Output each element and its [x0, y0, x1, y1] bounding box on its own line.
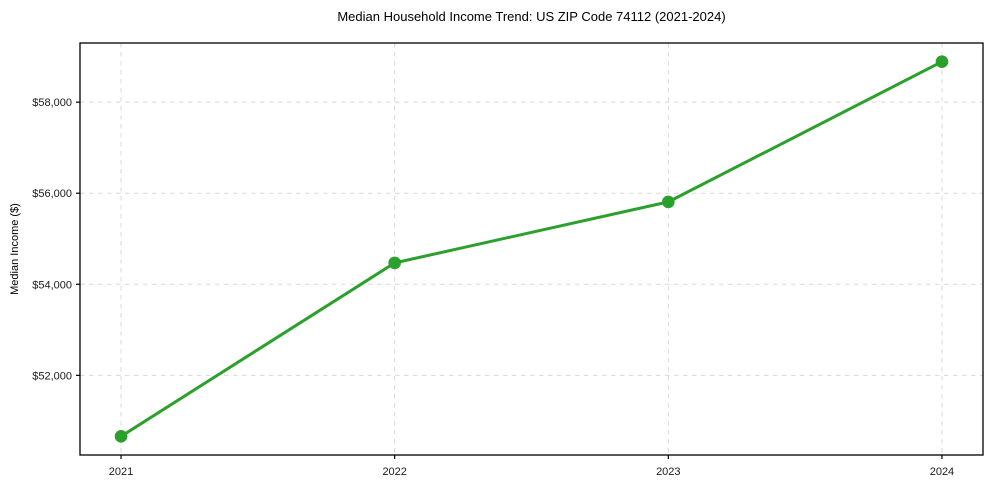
y-tick-label: $56,000: [32, 188, 72, 200]
y-tick-label: $54,000: [32, 279, 72, 291]
x-tick-label: 2021: [109, 466, 133, 478]
x-tick-label: 2023: [656, 466, 680, 478]
x-tick-label: 2022: [382, 466, 406, 478]
chart-title: Median Household Income Trend: US ZIP Co…: [337, 9, 726, 24]
data-point: [662, 195, 675, 209]
x-tick-label: 2024: [930, 466, 954, 478]
trend-line: [119, 60, 944, 438]
plot-border: [79, 42, 984, 456]
y-tick-label: $52,000: [32, 370, 72, 382]
y-tick-label: $58,000: [32, 97, 72, 109]
data-point: [935, 55, 949, 68]
data-point: [114, 430, 128, 443]
data-point: [388, 256, 401, 270]
